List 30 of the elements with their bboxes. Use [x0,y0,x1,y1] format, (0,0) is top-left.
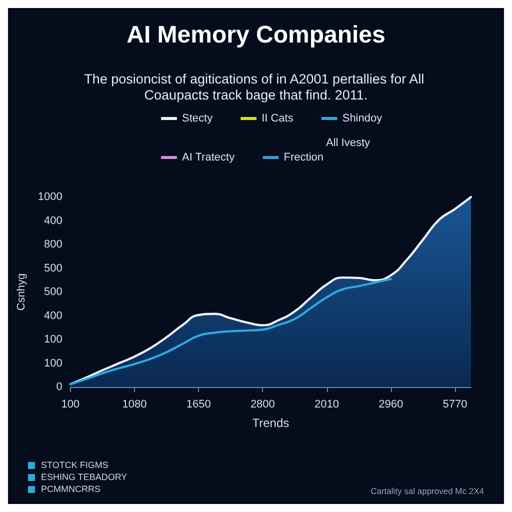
chart-subtitle: The posioncist of agitications of in A2001 pertallies for All Coaupacts track bage that find. 2011. [84,72,428,102]
x-tick-label: 100 [61,398,80,410]
text: Cartality sal approved Mc 2X4 [370,486,484,496]
x-tick-label: 1080 [122,398,147,410]
x-tick-label: 2960 [378,398,404,410]
text: 100 [44,357,62,370]
text: STOTCK FIGMS [41,460,108,470]
legend-label: Shindoy [342,112,383,124]
text: 800 [44,238,62,250]
legend-label: II Cats [262,112,294,124]
chart-title: AI Memory Companies [126,22,386,48]
text: 400 [44,310,62,322]
x-axis-title: Trends [252,416,290,430]
x-tick-label: 2010 [314,398,340,410]
legend-label: Frection [284,152,324,164]
text: 500 [44,262,62,274]
text: 100 [44,334,62,346]
legend-label: Stecty [182,112,214,124]
legend-label: AI Tratecty [182,152,236,164]
text: 0 [56,381,62,393]
text: 1000 [38,191,62,203]
y-axis-title: Csnhyg [16,273,28,311]
x-tick-label: 2800 [250,398,275,410]
text: 400 [44,214,62,227]
x-tick-label: 1650 [186,398,211,410]
text: 500 [44,286,62,298]
text: All Ivesty [326,137,370,149]
text: ESHING TEBADORY [41,472,128,482]
x-tick-label: 5770 [442,398,468,410]
text: PCMMNCRRS [41,484,100,494]
